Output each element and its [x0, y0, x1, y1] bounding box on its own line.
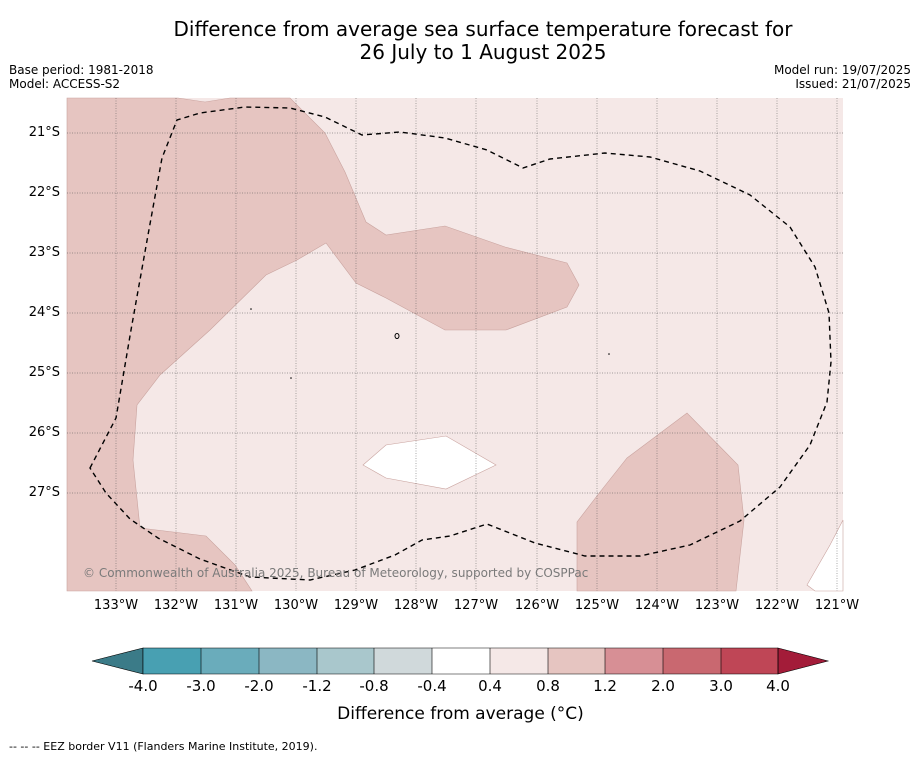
colorbar-bin — [374, 648, 432, 674]
lon-label: 122°W — [754, 598, 800, 613]
colorbar-bin — [317, 648, 374, 674]
lon-label: 132°W — [153, 598, 199, 613]
colorbar-tick: -3.0 — [186, 677, 216, 695]
colorbar-tick: -2.0 — [244, 677, 274, 695]
lon-label: 133°W — [93, 598, 139, 613]
colorbar-bin — [721, 648, 778, 674]
neutral-patch-southeast-corner — [806, 519, 844, 592]
colorbar-bin — [548, 648, 605, 674]
colorbar-tick: -0.8 — [359, 677, 389, 695]
lon-label: 128°W — [393, 598, 439, 613]
colorbar-tick: -1.2 — [302, 677, 332, 695]
meta-right: Model run: 19/07/2025 Issued: 21/07/2025 — [774, 63, 911, 91]
colorbar-bin — [490, 648, 548, 674]
colorbar-bin — [605, 648, 663, 674]
colorbar-extend-high — [777, 647, 830, 675]
island-marker — [290, 377, 292, 379]
lat-label: 26°S — [28, 425, 60, 440]
lat-label: 22°S — [28, 185, 60, 200]
colorbar-tick: -0.4 — [417, 677, 447, 695]
colorbar-tick: 1.2 — [593, 677, 617, 695]
lon-label: 127°W — [453, 598, 499, 613]
chart-title: Difference from average sea surface temp… — [0, 18, 919, 64]
title-line-1: Difference from average sea surface temp… — [173, 17, 793, 41]
eez-border — [89, 106, 832, 581]
lon-label: 130°W — [273, 598, 319, 613]
lat-label: 25°S — [28, 365, 60, 380]
island-marker — [250, 308, 252, 310]
colorbar-bin — [663, 648, 721, 674]
title-line-2: 26 July to 1 August 2025 — [359, 40, 607, 64]
model-text: Model: ACCESS-S2 — [9, 77, 121, 91]
neutral-patch-center — [362, 435, 497, 490]
colorbar-bin — [201, 648, 259, 674]
colorbar-bin — [259, 648, 317, 674]
longitude-gridlines — [115, 98, 838, 591]
colorbar-tick: 3.0 — [709, 677, 733, 695]
colorbar-dividers — [142, 647, 779, 675]
colorbar-tick: 2.0 — [651, 677, 675, 695]
colorbar-tick: -4.0 — [128, 677, 158, 695]
colorbar-bin — [432, 648, 490, 674]
colorbar-extend-low — [91, 647, 144, 675]
lat-label: 24°S — [28, 305, 60, 320]
issued-text: Issued: 21/07/2025 — [795, 77, 911, 91]
lon-label: 123°W — [694, 598, 740, 613]
lat-label: 21°S — [28, 125, 60, 140]
lat-label: 23°S — [28, 245, 60, 260]
island-marker — [608, 353, 610, 355]
warm-anomaly-region-southeast — [576, 412, 745, 592]
island-marker — [394, 333, 400, 339]
lon-label: 124°W — [634, 598, 680, 613]
meta-left: Base period: 1981-2018 Model: ACCESS-S2 — [9, 63, 154, 91]
copyright-text: © Commonwealth of Australia 2025, Bureau… — [83, 566, 588, 580]
colorbar-tick: 0.8 — [536, 677, 560, 695]
colorbar-bin — [143, 648, 201, 674]
lon-label: 129°W — [333, 598, 379, 613]
lon-label: 121°W — [814, 598, 860, 613]
latitude-gridlines — [67, 132, 843, 494]
lat-label: 27°S — [28, 485, 60, 500]
lon-label: 131°W — [213, 598, 259, 613]
colorbar-tick: 4.0 — [766, 677, 790, 695]
base-period-text: Base period: 1981-2018 — [9, 63, 154, 77]
model-run-text: Model run: 19/07/2025 — [773, 63, 911, 77]
colorbar-label: Difference from average (°C) — [337, 704, 584, 724]
colorbar — [91, 647, 830, 675]
lon-label: 125°W — [574, 598, 620, 613]
lon-label: 126°W — [514, 598, 560, 613]
colorbar-tick: 0.4 — [478, 677, 502, 695]
footer-note: -- -- -- EEZ border V11 (Flanders Marine… — [9, 740, 318, 753]
